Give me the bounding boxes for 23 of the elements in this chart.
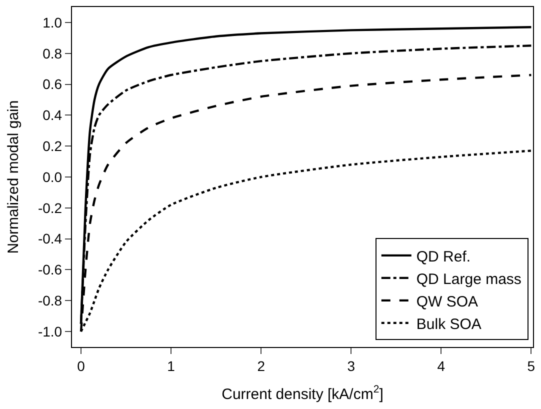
- y-tick-label: -0.4: [38, 230, 62, 247]
- x-axis-title: Current density [kA/cm$^{2}$]: [222, 384, 384, 403]
- y-tick-label: -0.8: [38, 292, 62, 309]
- y-tick-label: -1.0: [38, 323, 62, 340]
- y-tick-label: 0.6: [42, 76, 62, 92]
- y-tick-label: 0.8: [42, 45, 62, 62]
- legend-label: QW SOA: [416, 293, 478, 310]
- y-tick-label: 1.0: [42, 14, 62, 30]
- legend-label: Bulk SOA: [416, 316, 482, 333]
- x-tick-label: 1: [167, 358, 176, 374]
- y-tick-label: 0.2: [42, 138, 62, 154]
- y-tick-label: 0.0: [42, 168, 62, 185]
- y-tick-label: -0.2: [38, 200, 62, 216]
- y-axis-title: Normalized modal gain: [5, 100, 22, 254]
- y-tick-label: 0.4: [42, 107, 62, 124]
- x-tick-label: 3: [347, 358, 356, 374]
- y-tick-label: -0.6: [38, 262, 62, 278]
- x-tick-label: 0: [77, 358, 86, 374]
- legend-label: QD Ref.: [416, 248, 471, 266]
- legend-label: QD Large mass: [416, 270, 522, 288]
- x-tick-label: 4: [437, 358, 446, 374]
- x-tick-label: 5: [527, 358, 536, 374]
- x-tick-label: 2: [257, 358, 266, 374]
